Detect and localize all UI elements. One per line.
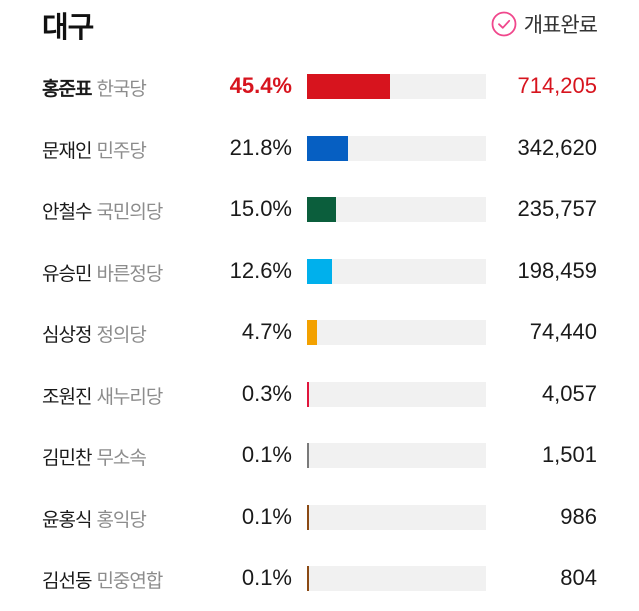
candidate-name: 심상정 xyxy=(42,324,92,346)
vote-percentage: 0.1% xyxy=(241,503,292,529)
vote-percentage: 0.3% xyxy=(241,380,292,406)
candidate-row: 윤홍식 홍익당 0.1% 986 xyxy=(0,488,639,550)
candidate-list: 홍준표 한국당 45.4% 714,205 문재인 민주당 21.8% 342,620 안철수 국… xyxy=(0,57,639,611)
vote-bar-track xyxy=(307,135,486,161)
vote-bar-fill xyxy=(307,258,332,284)
party-name: 바른정당 xyxy=(96,262,163,285)
candidate-name-group: 안철수 국민의당 xyxy=(42,197,163,224)
status-label: 개표완료 xyxy=(523,13,598,37)
party-name: 한국당 xyxy=(96,78,146,100)
candidate-row: 김민찬 무소속 0.1% 1,501 xyxy=(0,426,639,488)
candidate-name: 안철수 xyxy=(42,201,92,223)
candidate-name: 문재인 xyxy=(42,139,92,162)
candidate-name-group: 문재인 민주당 xyxy=(42,136,147,163)
candidate-name: 김선동 xyxy=(42,570,92,592)
vote-count: 4,057 xyxy=(541,380,597,406)
vote-bar-track xyxy=(307,504,486,530)
candidate-row: 안철수 국민의당 15.0% 235,757 xyxy=(0,180,639,242)
vote-percentage: 12.6% xyxy=(229,257,292,283)
vote-bar-track xyxy=(307,443,486,468)
vote-bar-track xyxy=(307,320,486,345)
vote-percentage: 0.1% xyxy=(241,565,292,590)
vote-percentage: 21.8% xyxy=(229,134,292,160)
candidate-row: 김선동 민중연합 0.1% 804 xyxy=(0,549,639,611)
vote-bar-fill xyxy=(307,504,309,530)
header: 대구 개표완료 xyxy=(0,0,639,60)
vote-bar-track xyxy=(307,74,486,99)
candidate-name-group: 윤홍식 홍익당 xyxy=(42,505,147,532)
candidate-name: 윤홍식 xyxy=(42,508,92,531)
vote-count: 342,620 xyxy=(517,134,597,160)
party-name: 국민의당 xyxy=(96,201,163,223)
candidate-name: 조원진 xyxy=(42,385,92,408)
vote-bar-track xyxy=(307,566,486,591)
candidate-name-group: 유승민 바른정당 xyxy=(42,259,163,286)
vote-bar-track xyxy=(307,258,486,284)
vote-count: 74,440 xyxy=(529,319,597,344)
vote-count: 804 xyxy=(560,565,597,590)
vote-count: 235,757 xyxy=(517,196,597,221)
candidate-row: 홍준표 한국당 45.4% 714,205 xyxy=(0,57,639,119)
vote-bar-fill xyxy=(307,320,317,345)
candidate-name: 유승민 xyxy=(42,262,92,285)
party-name: 민주당 xyxy=(96,139,146,162)
check-circle-icon xyxy=(491,11,517,37)
vote-percentage: 4.7% xyxy=(241,319,292,344)
candidate-name-group: 홍준표 한국당 xyxy=(42,74,147,101)
candidate-row: 문재인 민주당 21.8% 342,620 xyxy=(0,119,639,181)
party-name: 정의당 xyxy=(96,324,146,346)
candidate-row: 조원진 새누리당 0.3% 4,057 xyxy=(0,365,639,427)
vote-count: 198,459 xyxy=(517,257,597,283)
candidate-row: 유승민 바른정당 12.6% 198,459 xyxy=(0,242,639,304)
party-name: 무소속 xyxy=(96,447,146,469)
candidate-name: 홍준표 xyxy=(42,78,92,100)
vote-bar-fill xyxy=(307,566,309,591)
candidate-name-group: 김민찬 무소속 xyxy=(42,443,147,470)
vote-bar-fill xyxy=(307,135,348,161)
vote-percentage: 15.0% xyxy=(229,196,292,221)
vote-bar-fill xyxy=(307,443,309,468)
party-name: 새누리당 xyxy=(96,385,163,408)
candidate-name-group: 조원진 새누리당 xyxy=(42,382,163,409)
candidate-row: 심상정 정의당 4.7% 74,440 xyxy=(0,303,639,365)
candidate-name-group: 심상정 정의당 xyxy=(42,320,147,347)
vote-bar-fill xyxy=(307,381,309,407)
candidate-name: 김민찬 xyxy=(42,447,92,469)
vote-count: 714,205 xyxy=(517,73,597,98)
vote-percentage: 0.1% xyxy=(241,442,292,467)
party-name: 민중연합 xyxy=(96,570,163,592)
count-status: 개표완료 xyxy=(491,10,598,38)
region-title: 대구 xyxy=(42,10,94,44)
vote-count: 1,501 xyxy=(541,442,597,467)
vote-bar-track xyxy=(307,197,486,222)
vote-bar-track xyxy=(307,381,486,407)
candidate-name-group: 김선동 민중연합 xyxy=(42,566,163,593)
vote-count: 986 xyxy=(560,503,597,529)
vote-bar-fill xyxy=(307,197,336,222)
party-name: 홍익당 xyxy=(96,508,146,531)
vote-percentage: 45.4% xyxy=(229,73,292,98)
vote-bar-fill xyxy=(307,74,390,99)
